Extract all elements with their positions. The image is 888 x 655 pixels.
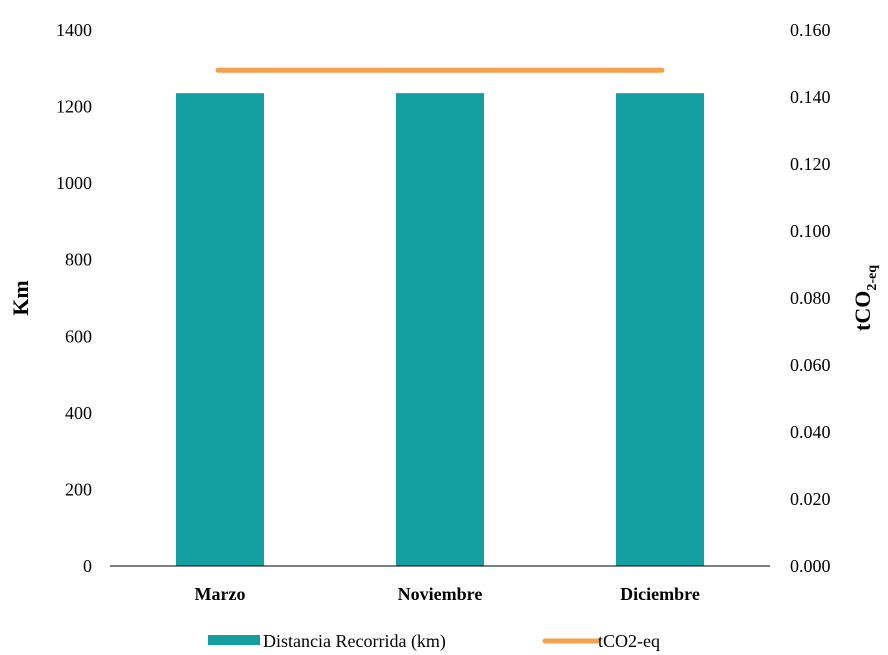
legend-bar-swatch (208, 635, 260, 645)
right-tick-label: 0.140 (790, 87, 831, 107)
left-axis-title: Km (8, 280, 33, 315)
right-tick-label: 0.060 (790, 355, 831, 375)
right-tick-label: 0.000 (790, 556, 831, 576)
right-tick-label: 0.160 (790, 20, 831, 40)
right-axis-title-main: tCO (850, 291, 875, 331)
left-axis-ticks: 0 200 400 600 800 1000 1200 1400 (56, 20, 92, 576)
category-label: Noviembre (398, 584, 483, 604)
left-tick-label: 200 (65, 479, 92, 499)
legend-bar-label: Distancia Recorrida (km) (263, 631, 446, 652)
right-tick-label: 0.120 (790, 154, 831, 174)
right-tick-label: 0.020 (790, 489, 831, 509)
category-labels: Marzo Noviembre Diciembre (195, 584, 700, 604)
left-tick-label: 400 (65, 403, 92, 423)
legend-line-label: tCO2-eq (598, 631, 660, 651)
bar (176, 93, 264, 567)
right-axis-title-sub: 2-eq (865, 265, 880, 291)
bar-series (176, 93, 704, 567)
legend: Distancia Recorrida (km) tCO2-eq (208, 631, 660, 652)
left-tick-label: 1000 (56, 173, 92, 193)
bar (616, 93, 704, 567)
left-tick-label: 1400 (56, 20, 92, 40)
bar (396, 93, 484, 567)
right-tick-label: 0.100 (790, 221, 831, 241)
left-tick-label: 1200 (56, 97, 92, 117)
left-tick-label: 600 (65, 326, 92, 346)
right-tick-label: 0.040 (790, 422, 831, 442)
category-label: Diciembre (620, 584, 700, 604)
right-tick-label: 0.080 (790, 288, 831, 308)
right-axis-title: tCO2-eq (850, 265, 880, 331)
left-tick-label: 0 (83, 556, 92, 576)
left-tick-label: 800 (65, 250, 92, 270)
right-axis-ticks: 0.000 0.020 0.040 0.060 0.080 0.100 0.120 0.140… (790, 20, 831, 576)
category-label: Marzo (195, 584, 246, 604)
